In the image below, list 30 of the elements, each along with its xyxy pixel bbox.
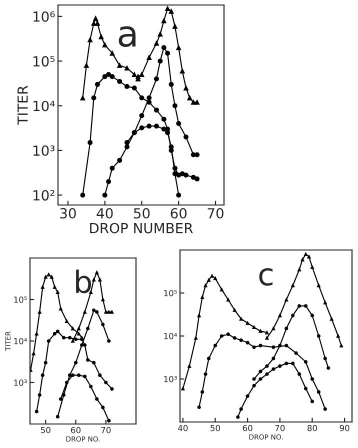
x-tick-label: 80 bbox=[307, 424, 317, 432]
x-tick-label: 50 bbox=[210, 424, 220, 432]
annotation: a bbox=[118, 26, 136, 47]
y-tick-label: 10³ bbox=[14, 379, 27, 386]
y-axis-title: TITER bbox=[18, 86, 28, 125]
annotation: b bbox=[76, 270, 92, 294]
x-tick-label: 50 bbox=[134, 208, 150, 219]
x-tick-label: 70 bbox=[275, 424, 285, 432]
y-tick-label: 10⁴ bbox=[34, 100, 55, 112]
y-tick-label: 10³ bbox=[164, 376, 177, 382]
x-tick-label: 70 bbox=[101, 426, 111, 434]
x-tick-label: 40 bbox=[178, 424, 188, 432]
x-tick-label: 60 bbox=[242, 424, 252, 432]
x-tick-label: 40 bbox=[96, 208, 113, 219]
x-tick-label: 60 bbox=[71, 426, 81, 434]
annotation: c bbox=[259, 268, 273, 286]
x-tick-label: 30 bbox=[60, 208, 76, 219]
y-tick-label: 10⁶ bbox=[34, 11, 55, 22]
x-tick-label: 90 bbox=[340, 424, 350, 432]
x-tick-label: 70 bbox=[208, 208, 224, 219]
y-tick-label: 10⁴ bbox=[164, 332, 177, 340]
y-tick-label: 10⁴ bbox=[14, 338, 27, 344]
y-tick-label: 10² bbox=[34, 190, 54, 201]
y-tick-label: 10⁵ bbox=[14, 296, 27, 303]
x-tick-label: 50 bbox=[41, 426, 50, 434]
x-tick-label: 60 bbox=[170, 208, 187, 219]
y-tick-label: 10⁵ bbox=[34, 56, 55, 67]
y-tick-label: 10⁵ bbox=[164, 290, 177, 296]
y-tick-label: 10³ bbox=[34, 145, 55, 156]
x-axis-title: DROP NUMBER bbox=[90, 222, 193, 234]
